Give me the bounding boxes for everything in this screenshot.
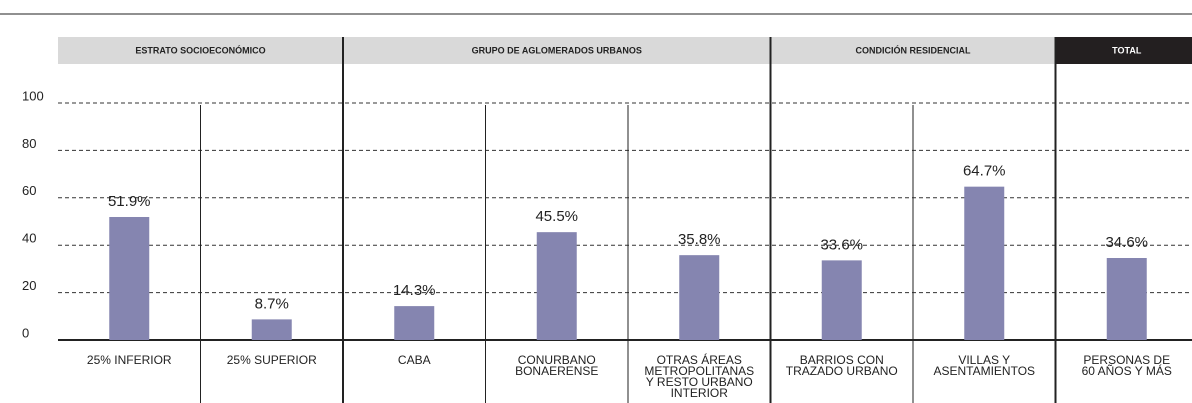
group-header-label: ESTRATO SOCIOECONÓMICO [135, 44, 265, 55]
group-header [58, 37, 343, 64]
value-label: 34.6% [1105, 234, 1148, 251]
value-label: 51.9% [108, 193, 151, 210]
group-header [343, 37, 771, 64]
value-label: 14.3% [393, 282, 436, 299]
group-header-label: GRUPO DE AGLOMERADOS URBANOS [472, 45, 642, 55]
group-header [770, 37, 1056, 64]
x-tick-label: PERSONAS DE 60 AÑOS Y MÁS [1081, 353, 1172, 378]
bar [679, 255, 720, 340]
value-label: 35.8% [678, 231, 721, 248]
y-tick-label: 0 [22, 325, 29, 340]
bar [821, 260, 862, 340]
x-tick-label: 25% INFERIOR [86, 353, 172, 367]
bar [1106, 257, 1147, 340]
y-tick-label: 100 [22, 88, 44, 103]
value-label: 8.7% [255, 295, 289, 312]
x-tick-label: CONURBANO BONAERENSE [515, 353, 599, 378]
x-tick-label: CABA [397, 353, 431, 367]
group-header-label: TOTAL [1112, 45, 1142, 55]
group-header-label: CONDICIÓN RESIDENCIAL [855, 44, 971, 55]
y-tick-label: 80 [22, 136, 36, 151]
value-label: 64.7% [963, 163, 1006, 180]
group-header [1055, 37, 1192, 64]
y-tick-label: 60 [22, 183, 36, 198]
x-tick-label: OTRAS ÁREAS METROPOLITANAS Y RESTO URBAN… [644, 353, 755, 400]
bar [964, 186, 1005, 340]
bar [251, 319, 292, 340]
x-tick-label: BARRIOS CON TRAZADO URBANO [785, 353, 898, 378]
x-tick-label: VILLAS Y ASENTAMIENTOS [933, 353, 1036, 378]
value-label: 45.5% [535, 208, 578, 225]
bar [109, 216, 150, 340]
y-tick-label: 20 [22, 278, 36, 293]
y-tick-label: 40 [22, 231, 36, 246]
bar [536, 232, 577, 340]
x-tick-label: 25% SUPERIOR [226, 353, 317, 367]
bar [394, 306, 435, 340]
value-label: 33.6% [820, 236, 863, 253]
